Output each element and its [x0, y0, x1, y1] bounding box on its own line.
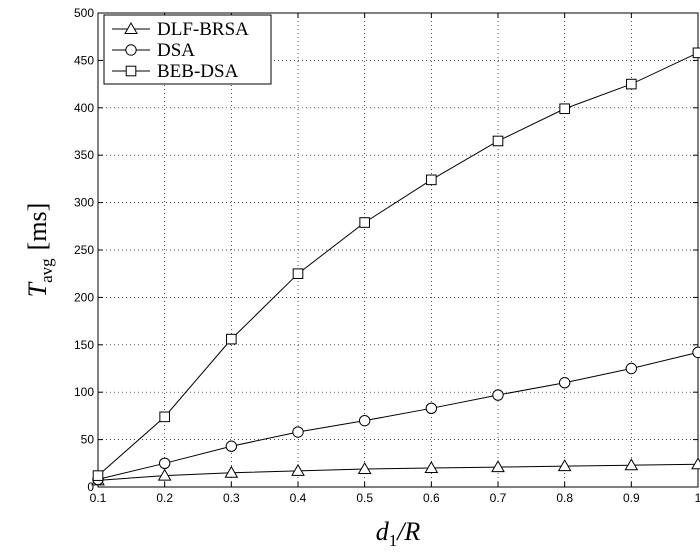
y-tick-label: 450 — [74, 53, 94, 67]
legend-item: DLF-BRSA — [112, 19, 249, 40]
legend-label: BEB-DSA — [157, 61, 239, 82]
series-beb-dsa — [92, 47, 700, 481]
data-point — [425, 402, 438, 415]
data-point — [92, 470, 104, 481]
data-point — [224, 465, 239, 478]
data-point — [559, 103, 570, 115]
data-point — [357, 461, 372, 474]
data-point — [491, 460, 505, 473]
y-tick-label: 400 — [74, 101, 94, 115]
series-line — [97, 351, 699, 480]
y-tick-label: 300 — [74, 196, 94, 210]
x-tick-label: 0.4 — [290, 491, 307, 505]
data-point — [557, 459, 572, 472]
data-point — [359, 217, 370, 228]
x-tick-label: 1 — [695, 491, 700, 505]
data-point — [157, 468, 172, 481]
legend-item: DSA — [112, 40, 195, 61]
y-tick-label: 0 — [87, 480, 94, 494]
series-line — [97, 52, 699, 476]
series — [91, 47, 700, 486]
data-point — [424, 461, 439, 474]
y-tick-label: 350 — [74, 148, 94, 162]
x-tick-label: 0.5 — [356, 491, 373, 505]
data-point — [692, 346, 700, 359]
x-tick-label: 0.6 — [423, 491, 440, 505]
x-tick-label: 0.2 — [156, 491, 173, 505]
x-tick-label: 0.9 — [623, 491, 640, 505]
y-tick-label: 150 — [74, 338, 94, 352]
data-point — [158, 457, 171, 469]
y-tick-label: 50 — [81, 433, 95, 447]
data-point — [558, 377, 571, 389]
data-point — [159, 411, 170, 423]
legend-label: DLF-BRSA — [157, 19, 249, 40]
data-point — [492, 135, 504, 147]
data-point — [625, 362, 638, 375]
data-point — [426, 174, 437, 186]
data-point — [225, 440, 238, 452]
y-axis-label: Tavg[ms] — [23, 203, 56, 298]
y-tick-label: 100 — [74, 385, 94, 399]
legend-marker — [125, 44, 137, 56]
axes: 0.1 0.2 0.3 0.4 0.5 0.6 0.7 0.8 0.9 1 0 50 100 150 200… — [74, 6, 700, 505]
series-dlf-brsa — [91, 457, 700, 486]
legend-marker — [124, 21, 138, 34]
data-point — [292, 426, 304, 438]
data-point — [292, 268, 304, 279]
legend-label: DSA — [157, 40, 195, 61]
data-point — [358, 414, 371, 427]
data-point — [624, 458, 639, 471]
data-point — [492, 389, 504, 401]
data-point — [692, 47, 700, 59]
y-tick-label: 500 — [74, 6, 94, 20]
legend-marker — [125, 65, 137, 77]
y-tick-label: 250 — [74, 243, 94, 257]
x-tick-label: 0.1 — [90, 491, 107, 505]
data-point — [691, 457, 700, 470]
grid — [98, 13, 698, 487]
series-line — [97, 463, 699, 481]
x-tick-label: 0.8 — [556, 491, 573, 505]
data-point — [626, 78, 637, 90]
x-axis-label: d1/R — [376, 517, 421, 550]
data-point — [226, 333, 237, 345]
legend-item: BEB-DSA — [112, 61, 239, 82]
y-tick-label: 200 — [74, 290, 94, 304]
series-dsa — [92, 346, 700, 486]
x-tick-label: 0.3 — [223, 491, 240, 505]
data-point — [291, 463, 305, 476]
x-tick-label: 0.7 — [490, 491, 507, 505]
